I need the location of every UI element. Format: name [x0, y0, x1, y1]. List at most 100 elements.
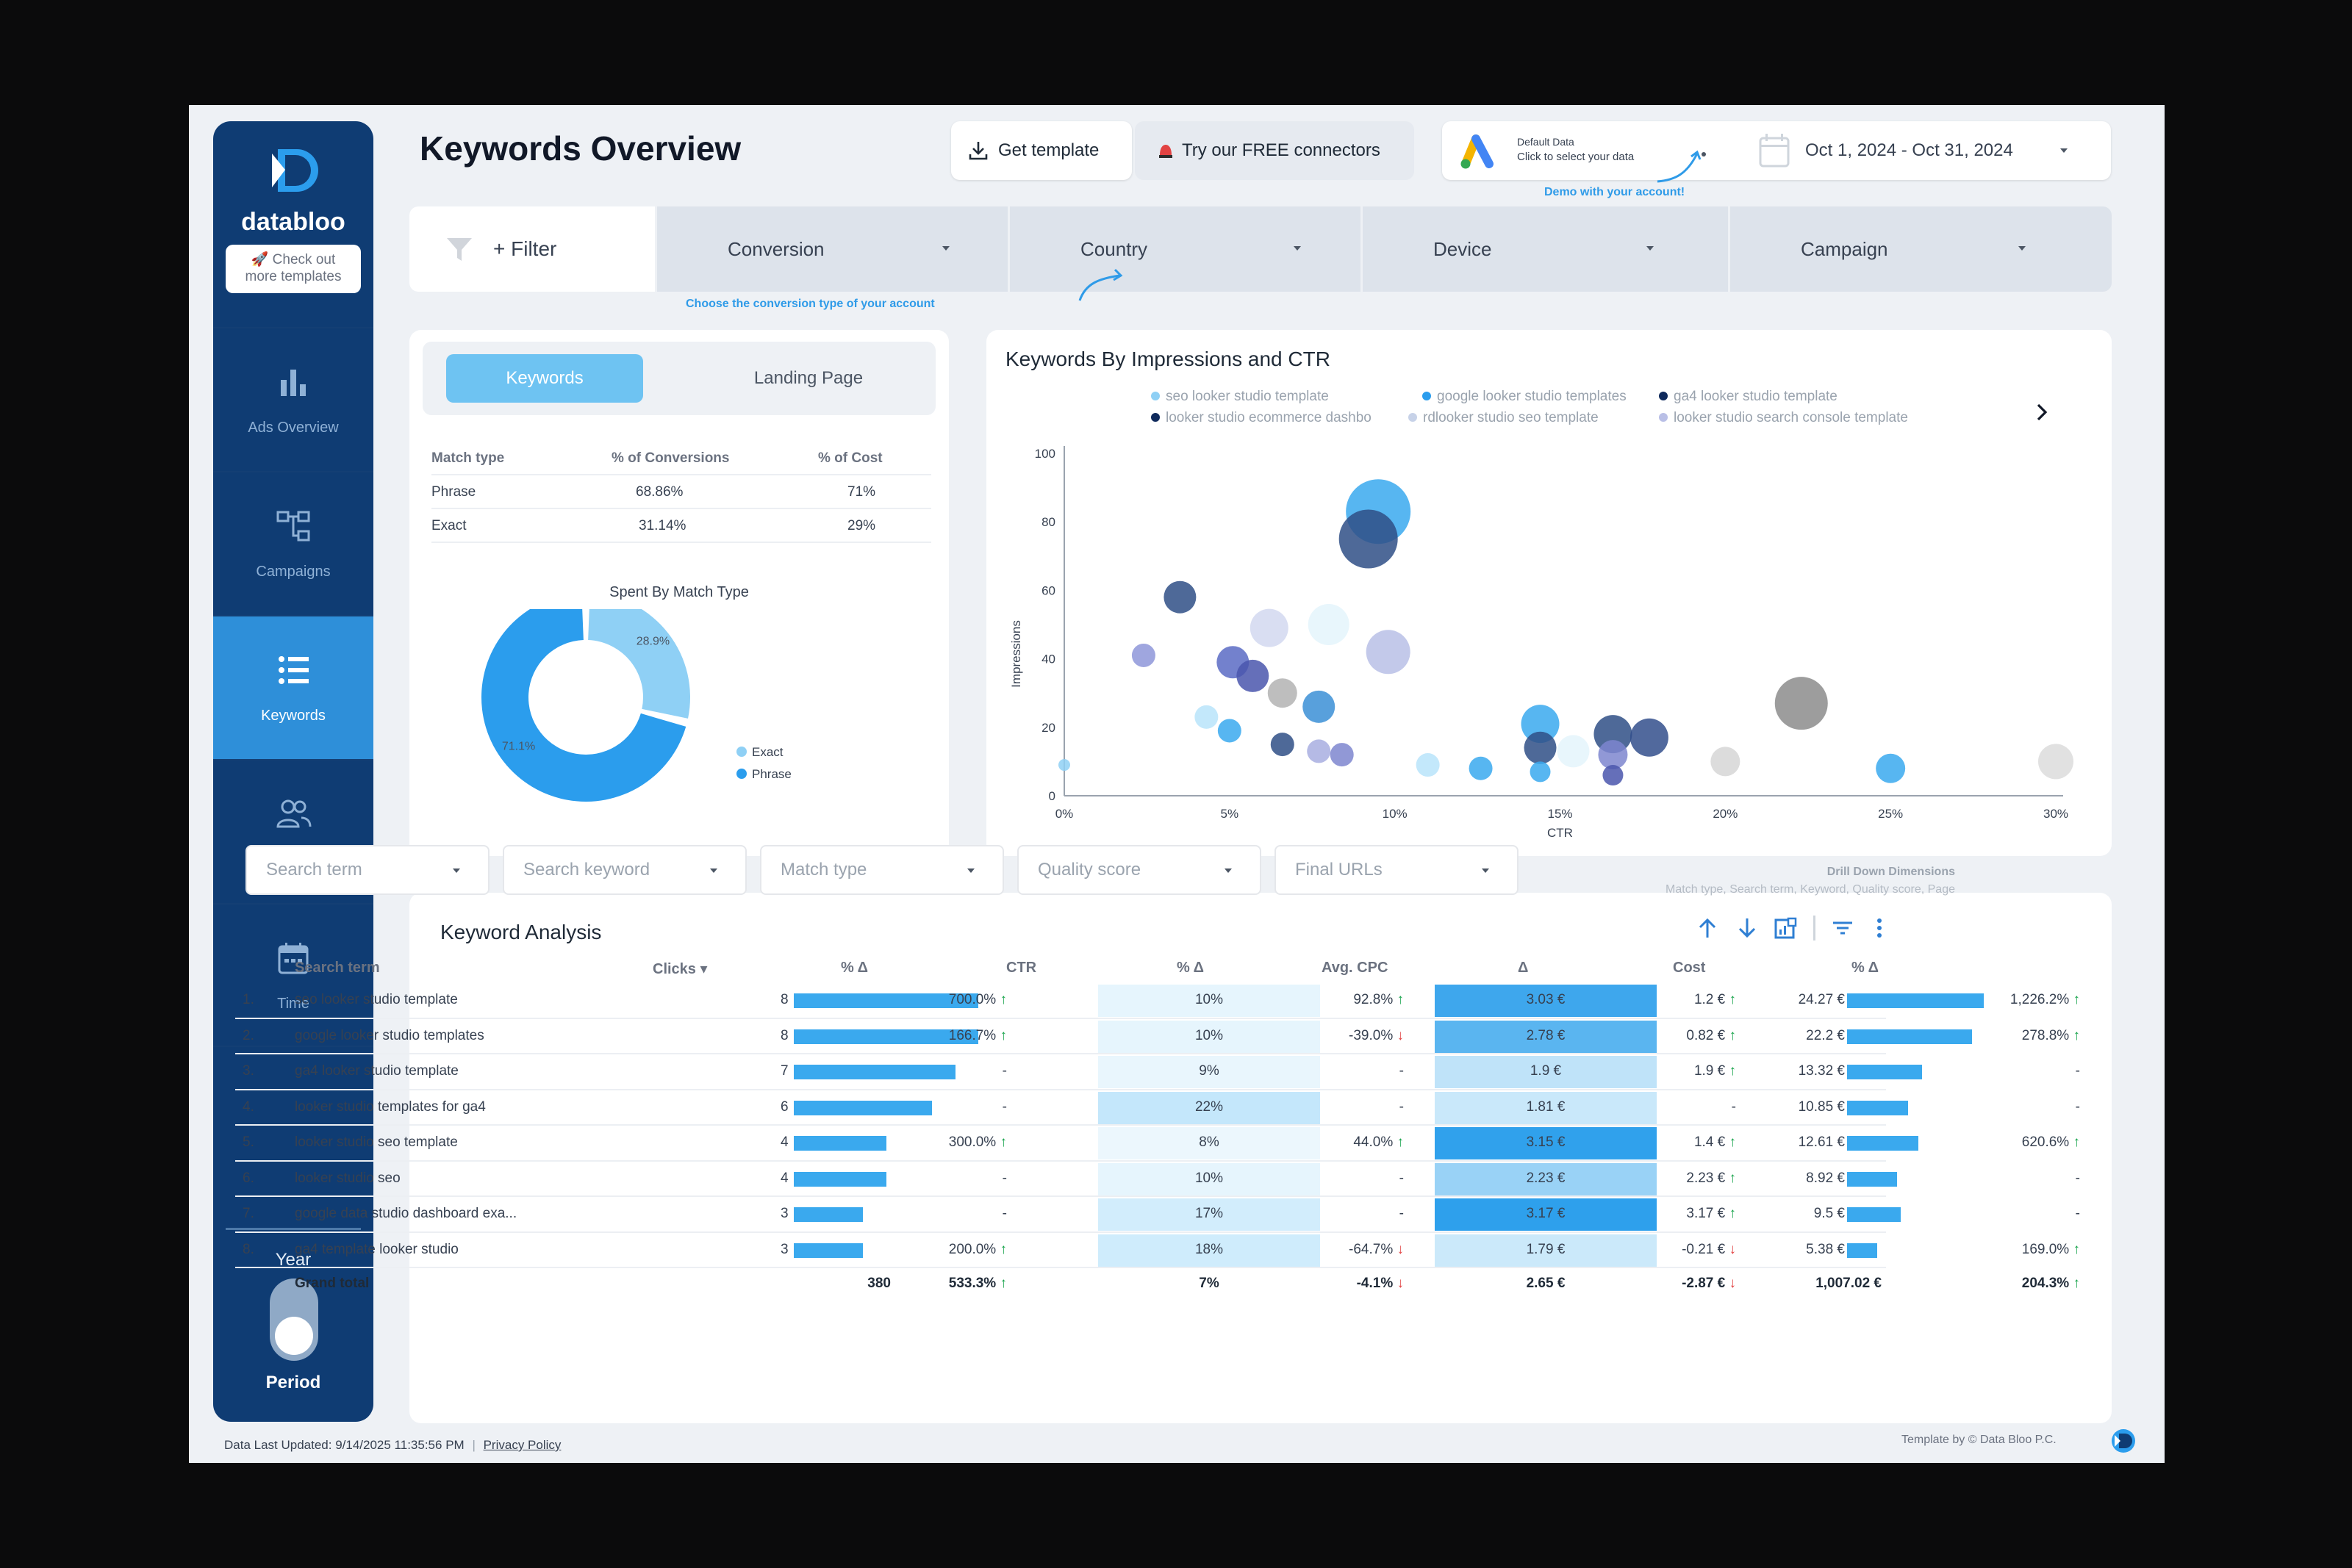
ctr-value: 9% [1199, 1063, 1219, 1079]
search-term-cell[interactable]: google looker studio templates [295, 1027, 484, 1043]
cpc-delta-cell: 3.17 € ↑ [1686, 1206, 1736, 1222]
free-connectors-button[interactable]: Try our FREE connectors [1135, 121, 1414, 180]
donut-slice-exact [588, 609, 690, 719]
quality-score-filter[interactable]: Quality score [1017, 845, 1261, 895]
total-cpc-delta-cell: -2.87 € ↓ [1682, 1276, 1736, 1292]
ctr-delta-cell: 44.0% ↑ [1353, 1134, 1404, 1151]
cost-delta: 278.8% [2021, 1027, 2070, 1043]
match-type-filter[interactable]: Match type [760, 845, 1004, 895]
total-cost-delta: 204.3% [2021, 1276, 2070, 1291]
column-header-search-term[interactable]: Search term [295, 960, 380, 976]
increase-arrow-icon: ↑ [2069, 1027, 2080, 1043]
nav-item-time[interactable]: Time [213, 903, 373, 1047]
column-header-ctr[interactable]: CTR [1006, 960, 1037, 976]
date-range-dropdown-icon [2060, 148, 2068, 153]
search-term-cell[interactable]: google data studio dashboard exa... [295, 1206, 517, 1221]
column-header-avg-cpc[interactable]: Avg. CPC [1322, 960, 1388, 976]
cost-delta: - [2075, 1170, 2080, 1186]
legend-marker [1659, 392, 1668, 400]
privacy-policy-link[interactable]: Privacy Policy [483, 1438, 562, 1452]
nav-item-ads-overview[interactable]: Ads Overview [213, 327, 373, 471]
column-header-cpc-delta[interactable]: Δ [1518, 960, 1529, 976]
search-term-cell[interactable]: seo looker studio template [295, 992, 458, 1007]
cpc-delta-cell: 2.23 € ↑ [1686, 1170, 1736, 1187]
row-number: 1. [243, 992, 254, 1007]
row-number: 5. [243, 1134, 254, 1150]
donut-slice-label: 28.9% [637, 636, 670, 648]
nav-item-campaigns[interactable]: Campaigns [213, 471, 373, 615]
decrease-arrow-icon: ↓ [1393, 1276, 1404, 1291]
cost-delta: 620.6% [2021, 1134, 2070, 1150]
filter-campaign[interactable]: Campaign [1728, 206, 2112, 292]
search-term-cell[interactable]: looker studio templates for ga4 [295, 1098, 486, 1115]
cost-bar [1847, 1136, 1918, 1151]
cpc-delta-cell: -0.21 € ↓ [1682, 1242, 1736, 1258]
drill-up-icon[interactable] [1695, 916, 1720, 941]
conversions-cell: 31.14% [639, 518, 686, 533]
clicks-delta-cell: - [1003, 1170, 1007, 1187]
nav-item-keywords[interactable]: Keywords [213, 615, 373, 759]
data-source-selector[interactable]: Default Data Click to select your data O… [1442, 121, 2111, 180]
search-term-cell[interactable]: ga4 template looker studio [295, 1241, 459, 1257]
clicks-value: 4 [781, 1170, 789, 1186]
tab-keywords[interactable]: Keywords [446, 354, 643, 403]
clicks-delta-cell: 300.0% ↑ [949, 1134, 1007, 1151]
cost-value: 12.61 € [1798, 1134, 1845, 1150]
drill-down-title: Drill Down Dimensions [1826, 866, 1955, 878]
ctr-delta: 44.0% [1353, 1134, 1394, 1150]
get-template-label: Get template [998, 140, 1100, 160]
column-header: % of Cost [818, 450, 883, 466]
ctr-heat-cell [1098, 1162, 1320, 1195]
search-term-cell[interactable]: looker studio seo template [295, 1134, 458, 1150]
checkout-templates-button[interactable]: 🚀 Check out more templates [226, 245, 361, 293]
avg-cpc-value: 3.17 € [1526, 1206, 1566, 1221]
chart-options-icon[interactable] [1773, 916, 1798, 941]
y-tick-label: 0 [1049, 789, 1055, 803]
legend-next-icon[interactable] [2033, 402, 2051, 422]
cpc-delta-cell: 0.82 € ↑ [1686, 1028, 1736, 1044]
add-filter-button[interactable]: + Filter [409, 206, 655, 292]
chevron-down-icon [967, 868, 975, 873]
total-cpc-delta: -2.87 € [1682, 1276, 1726, 1291]
search-term-cell[interactable]: looker studio seo [295, 1170, 401, 1186]
year-period-toggle[interactable] [270, 1279, 318, 1361]
column-header-cost-delta[interactable]: % Δ [1851, 960, 1879, 976]
ctr-delta-cell: 92.8% ↑ [1353, 992, 1404, 1008]
cost-bar [1847, 993, 1984, 1008]
cost-value: 5.38 € [1806, 1241, 1845, 1257]
scatter-point [1302, 690, 1335, 723]
legend-marker [1151, 392, 1160, 400]
filter-lines-icon[interactable] [1830, 916, 1855, 941]
cost-delta-cell: 620.6% ↑ [2022, 1134, 2080, 1151]
filter-device[interactable]: Device [1360, 206, 1728, 292]
scatter-point [1270, 733, 1294, 757]
ctr-delta: -39.0% [1349, 1027, 1394, 1043]
drill-down-icon[interactable] [1735, 916, 1760, 941]
filter-country[interactable]: Country [1008, 206, 1360, 292]
search-term-cell[interactable]: ga4 looker studio template [295, 1063, 459, 1079]
clicks-bar [794, 1065, 956, 1079]
cost-delta: - [2075, 1206, 2080, 1221]
get-template-button[interactable]: Get template [951, 121, 1132, 180]
scatter-point [1250, 608, 1288, 647]
clicks-delta: 300.0% [948, 1134, 997, 1150]
column-header-ctr-delta[interactable]: % Δ [1177, 960, 1204, 976]
cpc-heat-cell [1435, 1056, 1657, 1088]
scatter-point [1194, 705, 1219, 729]
column-header-clicks-delta[interactable]: % Δ [841, 960, 868, 976]
search-term-filter[interactable]: Search term [245, 845, 490, 895]
grand-total-label: Grand total [295, 1276, 370, 1291]
total-clicks-delta-cell: 533.3% ↑ [949, 1276, 1007, 1292]
more-options-icon[interactable] [1867, 916, 1892, 941]
tab-landing-page[interactable]: Landing Page [753, 368, 864, 388]
filter-conversion[interactable]: Conversion [655, 206, 1008, 292]
filter-placeholder: Quality score [1038, 860, 1141, 880]
search-keyword-filter[interactable]: Search keyword [503, 845, 747, 895]
column-header-cost[interactable]: Cost [1673, 960, 1706, 976]
cost-bar [1847, 1242, 1877, 1258]
column-header-clicks[interactable]: Clicks ▾ [653, 961, 708, 977]
scatter-point [1530, 761, 1551, 783]
footer-separator: | [472, 1438, 476, 1452]
final-urls-filter[interactable]: Final URLs [1274, 845, 1519, 895]
ctr-heat-cell [1098, 1234, 1320, 1267]
